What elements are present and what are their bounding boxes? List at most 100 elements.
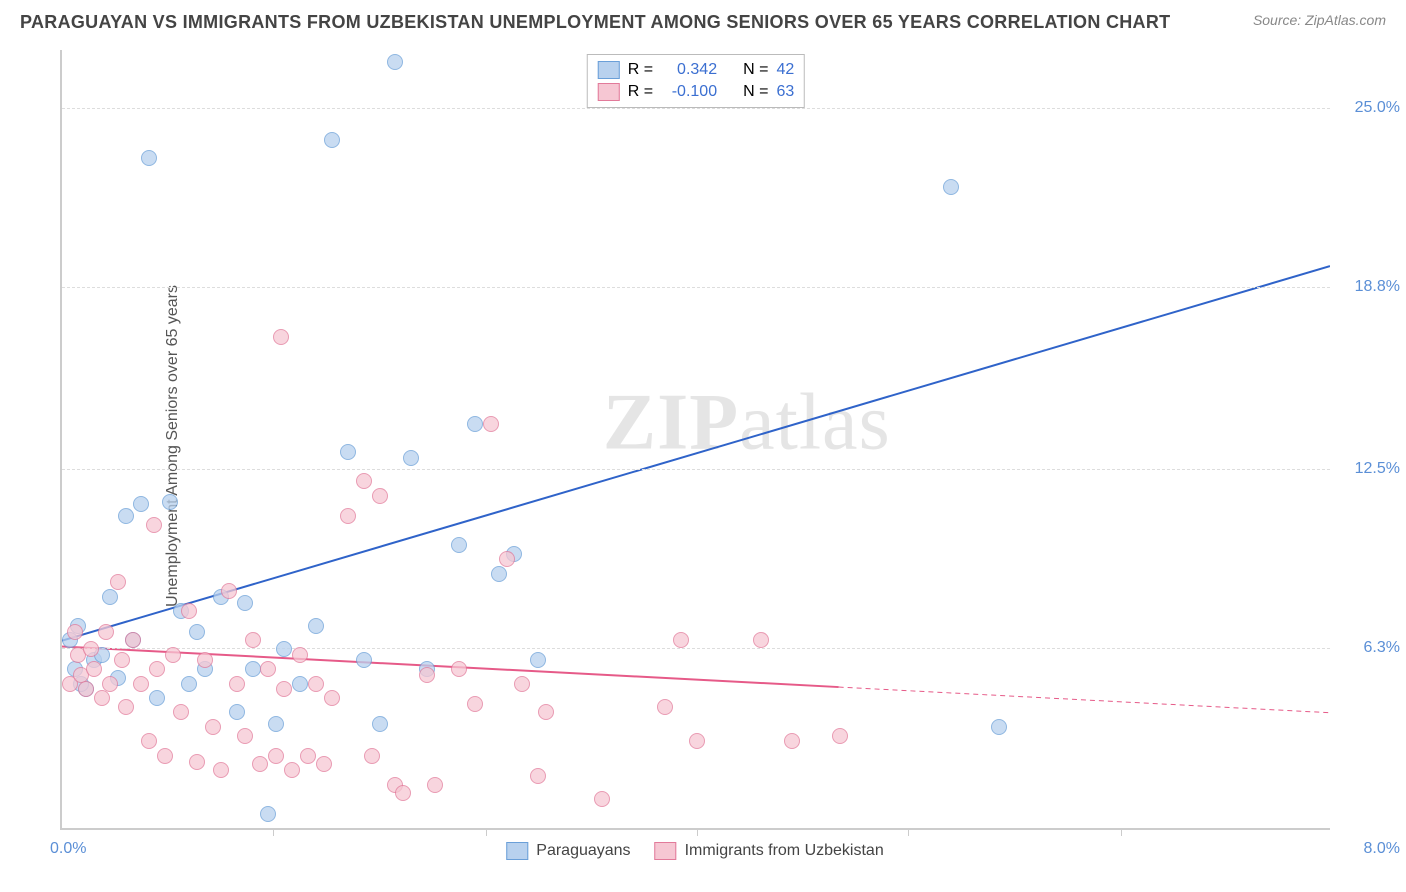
data-point-paraguayans xyxy=(118,508,134,524)
data-point-uzbekistan xyxy=(118,699,134,715)
trend-line-paraguayans xyxy=(62,266,1330,641)
data-point-paraguayans xyxy=(340,444,356,460)
data-point-uzbekistan xyxy=(221,583,237,599)
data-point-uzbekistan xyxy=(753,632,769,648)
data-point-paraguayans xyxy=(991,719,1007,735)
data-point-paraguayans xyxy=(149,690,165,706)
data-point-paraguayans xyxy=(491,566,507,582)
trend-lines xyxy=(62,50,1330,828)
data-point-uzbekistan xyxy=(205,719,221,735)
gridline xyxy=(62,108,1330,109)
data-point-uzbekistan xyxy=(229,676,245,692)
legend-top-row-uzbekistan: R =-0.100N =63 xyxy=(598,81,794,103)
data-point-uzbekistan xyxy=(300,748,316,764)
y-tick-label: 12.5% xyxy=(1340,460,1400,478)
data-point-uzbekistan xyxy=(395,785,411,801)
data-point-uzbekistan xyxy=(110,574,126,590)
x-tick xyxy=(697,828,698,836)
data-point-uzbekistan xyxy=(316,756,332,772)
r-label: R = xyxy=(628,61,653,79)
data-point-paraguayans xyxy=(451,537,467,553)
data-point-uzbekistan xyxy=(157,748,173,764)
legend-item-paraguayans: Paraguayans xyxy=(506,842,630,860)
data-point-uzbekistan xyxy=(308,676,324,692)
data-point-paraguayans xyxy=(324,132,340,148)
data-point-uzbekistan xyxy=(784,733,800,749)
data-point-paraguayans xyxy=(181,676,197,692)
x-tick xyxy=(908,828,909,836)
n-label: N = xyxy=(743,61,768,79)
data-point-paraguayans xyxy=(372,716,388,732)
trend-line-dashed-uzbekistan xyxy=(839,687,1330,713)
data-point-uzbekistan xyxy=(268,748,284,764)
correlation-legend: R =0.342N =42R =-0.100N =63 xyxy=(587,54,805,108)
n-value: 63 xyxy=(776,83,794,101)
data-point-uzbekistan xyxy=(673,632,689,648)
y-tick-label: 6.3% xyxy=(1340,639,1400,657)
data-point-uzbekistan xyxy=(324,690,340,706)
x-tick xyxy=(273,828,274,836)
data-point-paraguayans xyxy=(189,624,205,640)
data-point-uzbekistan xyxy=(237,728,253,744)
gridline xyxy=(62,287,1330,288)
data-point-uzbekistan xyxy=(94,690,110,706)
source-attribution: Source: ZipAtlas.com xyxy=(1253,12,1386,28)
data-point-uzbekistan xyxy=(181,603,197,619)
data-point-uzbekistan xyxy=(594,791,610,807)
data-point-paraguayans xyxy=(276,641,292,657)
data-point-uzbekistan xyxy=(197,652,213,668)
gridline xyxy=(62,469,1330,470)
data-point-uzbekistan xyxy=(499,551,515,567)
data-point-uzbekistan xyxy=(467,696,483,712)
y-tick-label: 18.8% xyxy=(1340,278,1400,296)
plot-region: ZIPatlas R =0.342N =42R =-0.100N =63 6.3… xyxy=(60,50,1330,830)
x-axis-min-label: 0.0% xyxy=(50,840,86,858)
data-point-uzbekistan xyxy=(340,508,356,524)
data-point-uzbekistan xyxy=(141,733,157,749)
x-axis-max-label: 8.0% xyxy=(1364,840,1400,858)
legend-label: Immigrants from Uzbekistan xyxy=(685,842,884,860)
data-point-uzbekistan xyxy=(276,681,292,697)
data-point-uzbekistan xyxy=(98,624,114,640)
data-point-uzbekistan xyxy=(284,762,300,778)
data-point-paraguayans xyxy=(403,450,419,466)
data-point-uzbekistan xyxy=(252,756,268,772)
legend-swatch-paraguayans xyxy=(506,842,528,860)
data-point-uzbekistan xyxy=(514,676,530,692)
data-point-paraguayans xyxy=(530,652,546,668)
data-point-paraguayans xyxy=(387,54,403,70)
data-point-paraguayans xyxy=(356,652,372,668)
data-point-paraguayans xyxy=(141,150,157,166)
data-point-uzbekistan xyxy=(260,661,276,677)
data-point-paraguayans xyxy=(467,416,483,432)
series-legend: Paraguayans Immigrants from Uzbekistan xyxy=(506,842,883,860)
legend-swatch-paraguayans xyxy=(598,61,620,79)
data-point-uzbekistan xyxy=(78,681,94,697)
n-value: 42 xyxy=(776,61,794,79)
data-point-paraguayans xyxy=(237,595,253,611)
data-point-uzbekistan xyxy=(483,416,499,432)
data-point-paraguayans xyxy=(245,661,261,677)
data-point-paraguayans xyxy=(162,494,178,510)
legend-swatch-uzbekistan xyxy=(598,83,620,101)
data-point-paraguayans xyxy=(292,676,308,692)
data-point-uzbekistan xyxy=(538,704,554,720)
legend-swatch-uzbekistan xyxy=(655,842,677,860)
data-point-uzbekistan xyxy=(67,624,83,640)
data-point-uzbekistan xyxy=(165,647,181,663)
data-point-uzbekistan xyxy=(189,754,205,770)
data-point-uzbekistan xyxy=(356,473,372,489)
data-point-uzbekistan xyxy=(530,768,546,784)
data-point-paraguayans xyxy=(229,704,245,720)
data-point-paraguayans xyxy=(102,589,118,605)
y-tick-label: 25.0% xyxy=(1340,99,1400,117)
data-point-uzbekistan xyxy=(372,488,388,504)
data-point-uzbekistan xyxy=(102,676,118,692)
data-point-uzbekistan xyxy=(419,667,435,683)
data-point-uzbekistan xyxy=(657,699,673,715)
data-point-uzbekistan xyxy=(83,641,99,657)
data-point-uzbekistan xyxy=(451,661,467,677)
data-point-uzbekistan xyxy=(273,329,289,345)
chart-title: PARAGUAYAN VS IMMIGRANTS FROM UZBEKISTAN… xyxy=(20,12,1170,33)
data-point-uzbekistan xyxy=(292,647,308,663)
